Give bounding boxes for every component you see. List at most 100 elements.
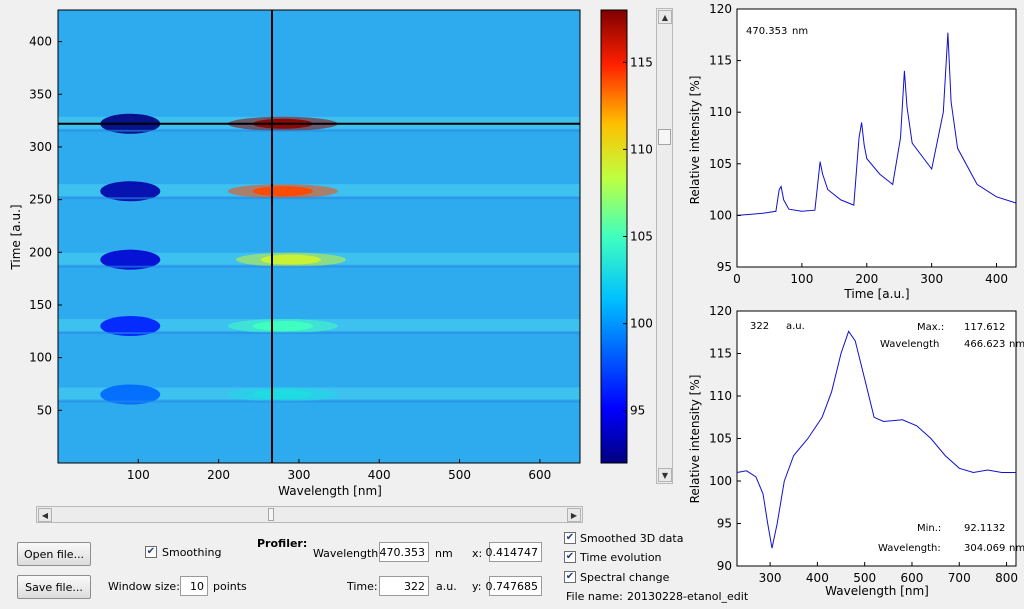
y-tick-label: 50 [37,403,52,417]
filename-value: 20130228-etanol_edit [627,590,749,603]
time-plot-line [736,32,1017,216]
colorbar-tick-label: 100 [630,317,653,331]
heatmap-xlabel: Wavelength [nm] [278,484,382,498]
min-label: Min.: [917,523,941,534]
y-tick-label: 120 [709,305,732,318]
colorbar-tick-label: 105 [630,230,653,244]
y-tick-label: 95 [717,260,732,274]
wavelength-unit: nm [435,547,453,560]
y-tick-label: 120 [709,2,732,16]
min-wavelength-unit: nm [1009,543,1024,554]
horizontal-slider-thumb[interactable] [268,508,274,521]
colorbar-ticks: 95 100 105 110 115 [623,55,653,418]
heatmap-x-ticks: 100 200 300 400 500 600 [127,459,551,482]
heatmap-frame [57,9,581,464]
max-label: Max.: [917,322,944,333]
x-tick-label: 800 [995,571,1018,585]
time-plot-annotation-unit: nm [792,26,808,37]
event-shadow [58,332,580,335]
vertical-slider-thumb[interactable] [658,129,671,145]
y-input[interactable]: 0.747685 [486,576,542,596]
open-file-button[interactable]: Open file... [17,542,91,566]
event-dip [100,249,161,270]
y-label: y: [472,580,482,593]
time-unit: a.u. [436,580,457,593]
smoothed-3d-checkbox[interactable]: ✔ [564,532,576,544]
y-tick-label: 250 [29,193,52,207]
y-tick-label: 150 [29,298,52,312]
y-tick-label: 115 [709,347,732,361]
vertical-slider[interactable]: ▲ ▼ [656,8,673,484]
time-label: Time: [347,580,378,593]
wavelength-input[interactable]: 470.353 [379,542,429,562]
max-wavelength-label: Wavelength [880,339,939,350]
x-tick-label: 200 [207,468,230,482]
horizontal-slider[interactable]: ◀ ▶ [36,506,583,523]
profiler-label: Profiler: [257,537,308,550]
heatmap-svg: 100 200 300 400 500 600 50 100 150 200 250 300 350 4… [9,9,581,498]
colorbar-tick-label: 95 [630,404,645,418]
x-tick-label: 300 [287,468,310,482]
save-file-button[interactable]: Save file... [17,575,91,599]
max-wavelength-unit: nm [1009,339,1024,350]
x-tick-label: 300 [920,272,943,286]
scroll-up-button[interactable]: ▲ [658,10,672,24]
colorbar-tick-label: 115 [630,55,653,69]
event-peak [260,254,321,265]
x-tick-label: 600 [901,571,924,585]
scroll-left-button[interactable]: ◀ [38,508,52,522]
x-tick-label: 0 [733,272,741,286]
time-input[interactable]: 322 [379,576,429,596]
spectrum-plot-axes [736,310,1017,567]
time-plot-panel: 0 100 200 300 400 95 100 105 110 115 120 470.353 … [683,0,1024,305]
spectrum-plot-annotation-unit: a.u. [786,321,805,332]
spectrum-plot-x-ticks: 300 400 500 600 700 800 [759,562,1018,585]
y-tick-label: 100 [709,208,732,222]
y-tick-label: 110 [709,105,732,119]
heatmap-bands [58,113,580,405]
x-tick-label: 500 [448,468,471,482]
smoothing-checkbox[interactable]: ✔ [145,546,157,558]
window-size-label: Window size: [108,580,180,593]
event-shadow [58,197,580,200]
spectrum-plot-ylabel: Relative intensity [%] [688,375,702,504]
scroll-right-button[interactable]: ▶ [567,508,581,522]
x-tick-label: 400 [806,571,829,585]
y-tick-label: 350 [29,87,52,101]
wavelength-label: Wavelength: [313,547,382,560]
event-dip [100,316,161,337]
min-wavelength-label: Wavelength: [878,543,941,554]
max-value: 117.612 [964,322,1005,333]
x-input[interactable]: 0.414747 [486,542,542,562]
y-tick-label: 200 [29,245,52,259]
x-tick-label: 300 [759,571,782,585]
heatmap-y-ticks: 50 100 150 200 250 300 350 400 [29,35,62,417]
max-wavelength-value: 466.623 [964,339,1005,350]
colorbar-tick-label: 110 [630,142,653,156]
min-wavelength-value: 304.069 [964,543,1005,554]
min-value: 92.1132 [964,523,1005,534]
y-tick-label: 105 [709,432,732,446]
time-plot-x-ticks: 0 100 200 300 400 [733,263,1008,286]
spectrum-plot-xlabel: Wavelength [nm] [825,584,929,598]
window-size-input[interactable]: 10 [180,576,208,596]
spectral-change-checkbox[interactable]: ✔ [564,571,576,583]
x-tick-label: 400 [985,272,1008,286]
colorbar-gradient [600,9,628,464]
window-size-unit: points [213,580,247,593]
y-tick-label: 100 [29,351,52,365]
y-tick-label: 95 [717,517,732,531]
heatmap-ylabel: Time [a.u.] [9,204,23,270]
y-tick-label: 105 [709,157,732,171]
spectrum-plot-panel: 300 400 500 600 700 800 90 95 100 105 110 115 120 3… [683,304,1024,606]
time-plot-y-ticks: 95 100 105 110 115 120 [709,2,741,274]
x-tick-label: 600 [528,468,551,482]
event-shadow [58,265,580,268]
time-evolution-checkbox[interactable]: ✔ [564,551,576,563]
y-tick-label: 115 [709,54,732,68]
x-tick-label: 100 [127,468,150,482]
event-shadow [58,129,580,132]
scroll-down-button[interactable]: ▼ [658,468,672,482]
spectrum-plot-y-ticks: 90 95 100 105 110 115 120 [709,304,741,573]
x-tick-label: 700 [948,571,971,585]
